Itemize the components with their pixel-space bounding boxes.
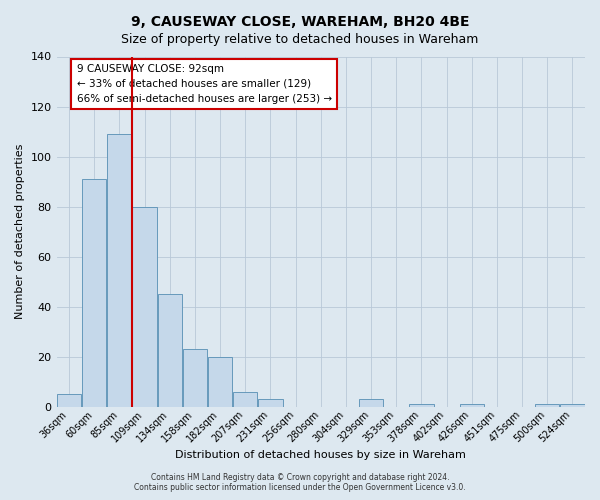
Bar <box>107 134 131 407</box>
Bar <box>133 206 157 407</box>
Bar <box>359 399 383 407</box>
Y-axis label: Number of detached properties: Number of detached properties <box>15 144 25 320</box>
Bar <box>208 356 232 407</box>
Text: Size of property relative to detached houses in Wareham: Size of property relative to detached ho… <box>121 32 479 46</box>
Bar <box>409 404 434 407</box>
Bar <box>460 404 484 407</box>
Text: 9 CAUSEWAY CLOSE: 92sqm
← 33% of detached houses are smaller (129)
66% of semi-d: 9 CAUSEWAY CLOSE: 92sqm ← 33% of detache… <box>77 64 332 104</box>
Bar <box>158 294 182 407</box>
Bar <box>233 392 257 407</box>
Bar <box>183 349 207 407</box>
Text: Contains HM Land Registry data © Crown copyright and database right 2024.
Contai: Contains HM Land Registry data © Crown c… <box>134 473 466 492</box>
Bar <box>258 399 283 407</box>
Bar <box>535 404 559 407</box>
Text: 9, CAUSEWAY CLOSE, WAREHAM, BH20 4BE: 9, CAUSEWAY CLOSE, WAREHAM, BH20 4BE <box>131 15 469 29</box>
Bar <box>82 179 106 407</box>
Bar <box>57 394 82 407</box>
X-axis label: Distribution of detached houses by size in Wareham: Distribution of detached houses by size … <box>175 450 466 460</box>
Bar <box>560 404 584 407</box>
